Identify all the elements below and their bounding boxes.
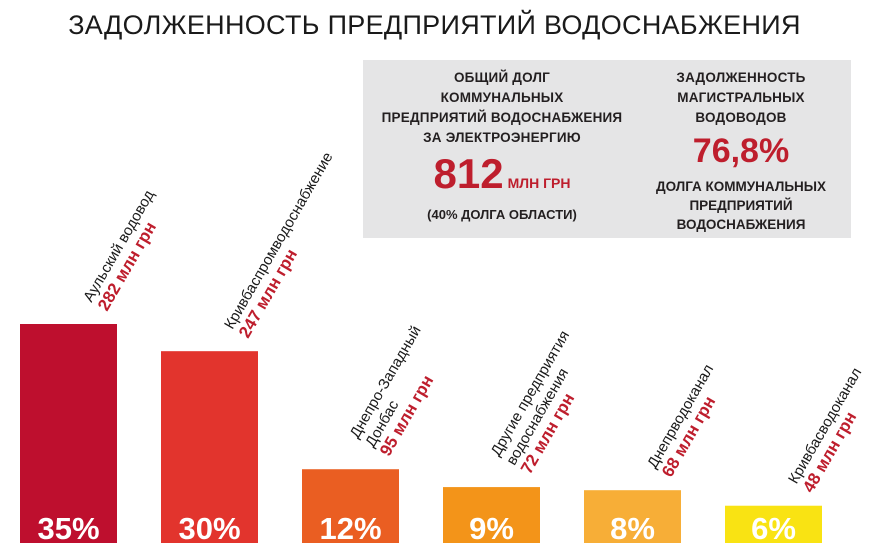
bar (584, 490, 681, 543)
electricity-debt-value: 812 (433, 150, 504, 197)
bar (725, 505, 822, 543)
mains-debt-heading: ЗАДОЛЖЕННОСТЬ МАГИСТРАЛЬНЫХ ВОДОВОДОВ (631, 68, 851, 128)
electricity-debt-heading: ОБЩИЙ ДОЛГ КОММУНАЛЬНЫХ ПРЕДПРИЯТИЙ ВОДО… (363, 68, 641, 148)
footer-line: ВОДОСНАБЖЕНИЯ (676, 217, 806, 232)
mains-debt-figure: 76,8% (631, 132, 851, 177)
bar-percent-label: 6% (751, 511, 796, 543)
heading-line: ВОДОВОДОВ (695, 110, 787, 125)
bar-category-label: Кривбаспромводоснабжение (221, 149, 336, 332)
bar (302, 469, 399, 543)
bar (161, 351, 258, 543)
electricity-debt-block: ОБЩИЙ ДОЛГ КОММУНАЛЬНЫХ ПРЕДПРИЯТИЙ ВОДО… (363, 68, 641, 224)
electricity-debt-figure: 812 МЛН ГРН (363, 152, 641, 206)
info-box: ОБЩИЙ ДОЛГ КОММУНАЛЬНЫХ ПРЕДПРИЯТИЙ ВОДО… (363, 60, 851, 238)
footer-line: ПРЕДПРИЯТИЙ (689, 198, 793, 213)
bar (443, 487, 540, 543)
electricity-debt-note: (40% ДОЛГА ОБЛАСТИ) (427, 207, 577, 222)
heading-line: МАГИСТРАЛЬНЫХ (677, 90, 805, 105)
mains-debt-footer: ДОЛГА КОММУНАЛЬНЫХ ПРЕДПРИЯТИЙ ВОДОСНАБЖ… (631, 177, 851, 234)
bar-percent-label: 8% (610, 511, 655, 543)
heading-line: ОБЩИЙ ДОЛГ (453, 70, 551, 85)
footer-line: ДОЛГА КОММУНАЛЬНЫХ (656, 179, 826, 194)
bar-percent-label: 30% (178, 511, 240, 543)
page-title: ЗАДОЛЖЕННОСТЬ ПРЕДПРИЯТИЙ ВОДОСНАБЖЕНИЯ (68, 10, 801, 40)
mains-debt-block: ЗАДОЛЖЕННОСТЬ МАГИСТРАЛЬНЫХ ВОДОВОДОВ 76… (631, 68, 851, 234)
bar-percent-label: 12% (319, 511, 381, 543)
electricity-debt-unit: МЛН ГРН (507, 175, 571, 191)
heading-line: ПРЕДПРИЯТИЙ ВОДОСНАБЖЕНИЯ (381, 110, 623, 125)
bar (20, 324, 117, 543)
mains-debt-value: 76,8% (692, 132, 790, 170)
heading-line: КОММУНАЛЬНЫХ (440, 90, 564, 105)
bar-percent-label: 9% (469, 511, 514, 543)
heading-line: ЗА ЭЛЕКТРОЭНЕРГИЮ (423, 130, 581, 145)
bar-percent-label: 35% (37, 511, 99, 543)
heading-line: ЗАДОЛЖЕННОСТЬ (676, 70, 806, 85)
